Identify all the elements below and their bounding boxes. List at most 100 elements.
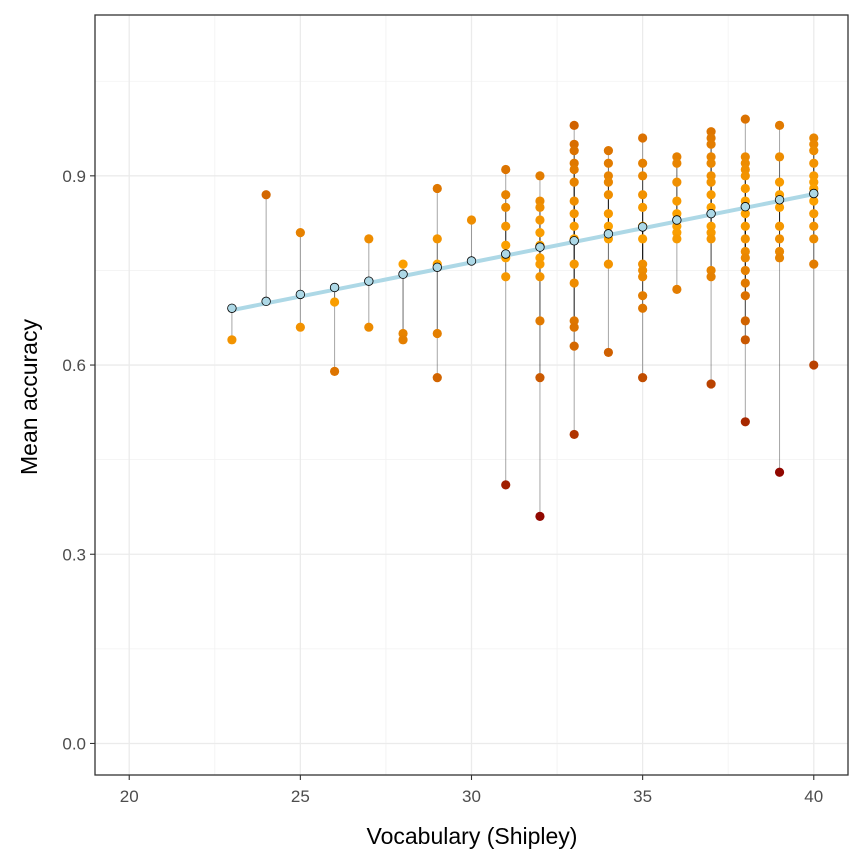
observed-point xyxy=(638,259,648,269)
observed-point xyxy=(809,234,819,244)
y-tick-label: 0.0 xyxy=(62,734,86,753)
observed-point xyxy=(706,133,716,143)
x-tick-label: 25 xyxy=(291,787,310,806)
observed-point xyxy=(329,366,340,376)
observed-point xyxy=(774,177,785,187)
y-axis-ticks: 0.0 0.3 0.6 0.9 xyxy=(62,167,95,753)
observed-point xyxy=(672,158,682,168)
observed-point xyxy=(603,158,614,168)
observed-point xyxy=(535,511,545,522)
observed-point xyxy=(569,146,579,156)
observed-point xyxy=(774,202,785,212)
observed-point xyxy=(809,259,819,269)
observed-point xyxy=(809,196,819,206)
observed-point xyxy=(227,335,237,345)
x-tick-label: 30 xyxy=(462,787,481,806)
observed-point xyxy=(638,272,648,282)
observed-point xyxy=(809,360,819,370)
observed-point xyxy=(535,196,545,206)
observed-point xyxy=(672,284,682,294)
observed-point xyxy=(774,120,785,130)
predicted-point xyxy=(740,202,751,212)
fit-line xyxy=(229,192,816,313)
observed-point xyxy=(569,429,579,440)
observed-point xyxy=(569,164,579,175)
observed-point xyxy=(638,202,648,212)
observed-point xyxy=(569,209,579,219)
observed-point xyxy=(706,227,716,238)
observed-point xyxy=(774,253,785,263)
observed-point xyxy=(501,190,511,200)
observed-point xyxy=(569,139,579,149)
observed-point xyxy=(398,335,408,345)
observed-point xyxy=(809,209,819,219)
observed-point xyxy=(706,234,716,244)
observed-point xyxy=(809,221,819,231)
observed-point xyxy=(501,480,511,490)
predicted-point xyxy=(398,269,408,279)
observed-point xyxy=(603,259,614,269)
x-tick-label: 40 xyxy=(804,787,823,806)
observed-point xyxy=(706,265,716,276)
predicted-points xyxy=(227,188,819,313)
observed-point xyxy=(809,177,819,187)
observed-point xyxy=(638,158,648,168)
predicted-point xyxy=(227,303,237,313)
observed-point xyxy=(535,171,545,181)
observed-point xyxy=(774,152,785,162)
observed-point xyxy=(740,152,750,162)
observed-point xyxy=(295,322,305,332)
observed-point xyxy=(740,316,750,326)
observed-point xyxy=(706,177,716,187)
observed-point xyxy=(569,341,579,351)
observed-point xyxy=(364,322,374,332)
observed-point xyxy=(809,158,819,168)
observed-point xyxy=(535,253,545,263)
observed-point xyxy=(706,127,716,137)
observed-point xyxy=(432,234,442,244)
x-axis-title: Vocabulary (Shipley) xyxy=(367,823,578,849)
observed-point xyxy=(672,234,682,244)
observed-point xyxy=(398,328,408,339)
predicted-point xyxy=(364,276,374,286)
observed-point xyxy=(569,177,579,187)
observed-point xyxy=(603,171,614,181)
predicted-point xyxy=(637,222,648,232)
observed-point xyxy=(398,259,408,269)
observed-point xyxy=(638,133,648,143)
predicted-point xyxy=(603,229,614,239)
major-gridlines xyxy=(95,15,848,775)
observed-point xyxy=(740,253,750,263)
observed-point xyxy=(603,209,614,219)
observed-points xyxy=(227,114,819,522)
observed-point xyxy=(706,221,716,231)
observed-point xyxy=(774,221,785,231)
observed-point xyxy=(501,221,511,231)
observed-point xyxy=(740,164,750,175)
observed-point xyxy=(364,234,374,244)
predicted-point xyxy=(501,249,511,259)
fit-line-layer xyxy=(229,192,816,313)
predicted-point xyxy=(672,215,682,225)
x-tick-label: 35 xyxy=(633,787,652,806)
observed-point xyxy=(706,158,716,168)
observed-point xyxy=(740,221,750,231)
observed-point xyxy=(638,234,648,244)
observed-point xyxy=(672,152,682,162)
observed-point xyxy=(740,335,750,345)
observed-point xyxy=(295,227,305,238)
predicted-point xyxy=(466,256,477,266)
observed-point xyxy=(569,322,579,332)
y-tick-label: 0.3 xyxy=(62,545,86,564)
observed-point xyxy=(774,246,785,257)
observed-point xyxy=(535,259,545,269)
observed-point xyxy=(706,379,716,389)
observed-point xyxy=(706,190,716,200)
observed-point xyxy=(774,234,785,244)
observed-point xyxy=(672,227,682,238)
observed-point xyxy=(706,152,716,162)
observed-point xyxy=(466,215,477,225)
x-tick-label: 20 xyxy=(120,787,139,806)
predicted-point xyxy=(774,195,785,205)
